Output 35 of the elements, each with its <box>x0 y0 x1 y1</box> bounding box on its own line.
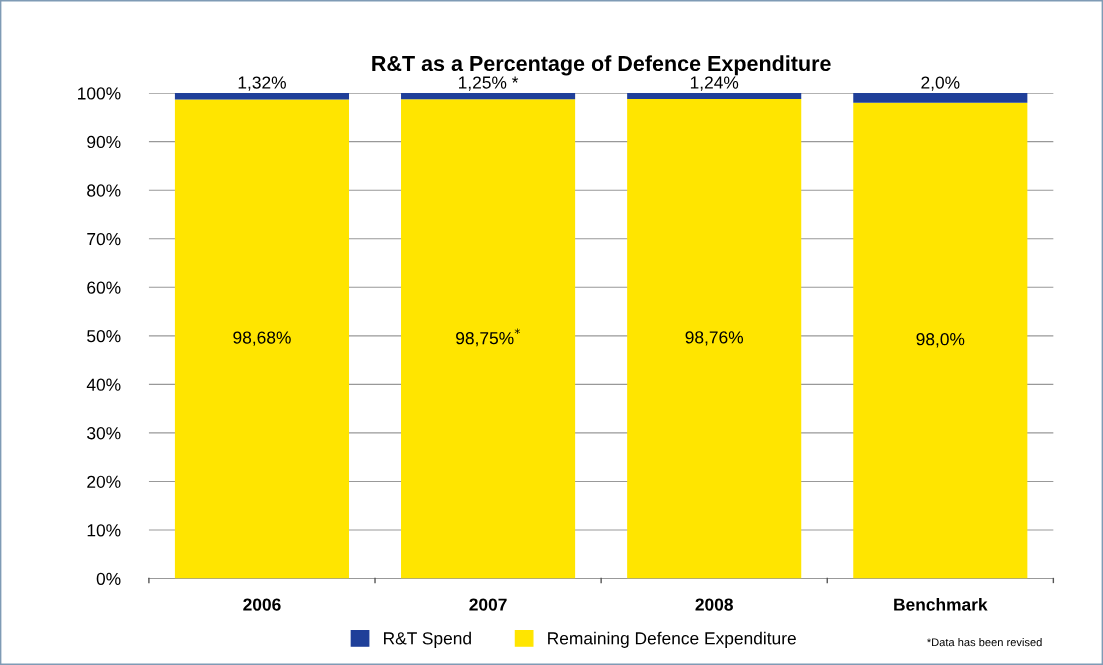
x-tick-label: Benchmark <box>894 597 988 611</box>
legend-label: Remaining Defence Expenditure <box>548 631 796 648</box>
chart-title: R&T as a Percentage of Defence Expenditure <box>372 55 831 76</box>
data-label: 98,75%$^{*}$ <box>456 328 521 347</box>
data-label: 98,0% <box>916 333 965 348</box>
text: *Data has been revised <box>927 638 1042 647</box>
bar <box>853 93 1028 103</box>
legend-label: R&T Spend <box>384 631 471 648</box>
x-tick-label: 2007 <box>469 598 507 611</box>
bar <box>627 99 802 579</box>
y-tick-label: 90% <box>87 135 121 149</box>
data-label: 1,25% * <box>459 76 519 91</box>
y-tick-label: 0% <box>96 572 121 586</box>
bar <box>401 93 576 100</box>
data-label: 98,76% <box>685 331 744 346</box>
y-tick-label: 40% <box>86 378 121 391</box>
data-label: 1,32% <box>238 76 286 91</box>
y-tick-label: 80% <box>87 184 121 197</box>
bar <box>174 99 350 579</box>
x-tick-label: 2006 <box>243 598 281 611</box>
y-tick-label: 70% <box>87 232 121 246</box>
bar <box>627 93 802 100</box>
bar <box>853 102 1028 579</box>
y-tick-label: 100% <box>78 87 121 100</box>
y-tick-label: 10% <box>87 524 121 537</box>
bar <box>174 93 350 100</box>
y-tick-label: 50% <box>87 329 121 343</box>
data-label: 2,0% <box>921 76 960 91</box>
y-tick-label: 20% <box>87 475 121 488</box>
data-label: 1,24% <box>690 76 739 91</box>
x-tick-label: 2008 <box>695 598 733 611</box>
y-tick-label: 60% <box>87 281 121 294</box>
data-label: 98,68% <box>233 331 291 346</box>
y-tick-label: 30% <box>87 427 121 440</box>
bar <box>401 99 576 579</box>
